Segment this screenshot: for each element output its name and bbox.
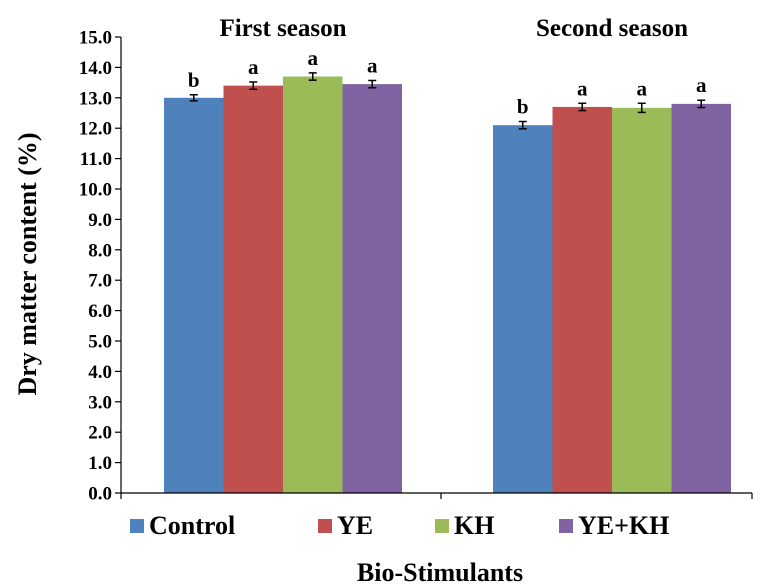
legend-label: KH [454, 511, 494, 540]
significance-letter: b [517, 95, 529, 119]
x-axis-title: Bio-Stimulants [357, 558, 523, 587]
error-bar [249, 81, 258, 91]
y-tick-label: 3.0 [88, 392, 112, 413]
significance-letter: b [188, 68, 200, 92]
legend-swatch [435, 519, 449, 533]
y-tick-label: 5.0 [88, 332, 112, 353]
bar-ye-1 [223, 85, 283, 493]
error-bar [697, 99, 706, 109]
legend-item: KH [435, 511, 494, 540]
y-tick-label: 2.0 [88, 423, 112, 444]
significance-letter: a [308, 46, 319, 70]
legend-label: YE+KH [578, 511, 669, 540]
bar-kh-2 [612, 107, 672, 493]
bar-ye-kh-2 [671, 103, 731, 493]
bar-ye-kh-1 [342, 84, 402, 494]
y-tick-label: 10.0 [79, 180, 112, 201]
bars-layer [164, 76, 731, 494]
y-tick-label: 0.0 [88, 484, 112, 505]
y-tick-label: 7.0 [88, 271, 112, 292]
legend-swatch [559, 519, 573, 533]
error-bar [578, 102, 587, 112]
y-tick-label: 9.0 [88, 210, 112, 231]
group-title: First season [219, 15, 346, 42]
legend-item: YE+KH [559, 511, 669, 540]
significance-letters-layer: b a a a b a a a [188, 46, 707, 119]
error-bar [368, 79, 377, 89]
significance-letter: a [248, 55, 259, 79]
y-tick-label: 1.0 [88, 453, 112, 474]
error-bar [189, 94, 198, 102]
y-axis-title: Dry matter content (%) [13, 132, 42, 395]
y-tick-label: 4.0 [88, 362, 112, 383]
significance-letter: a [577, 76, 588, 100]
error-bar [308, 72, 317, 81]
y-tick-label: 12.0 [79, 119, 112, 140]
legend-swatch [318, 519, 332, 533]
group-title: Second season [536, 15, 688, 42]
y-tick-label: 8.0 [88, 240, 112, 261]
error-bars-layer [189, 72, 706, 130]
error-bar [637, 102, 646, 114]
legend-label: Control [149, 511, 235, 540]
bar-control-2 [493, 125, 553, 493]
significance-letter: a [637, 76, 648, 100]
y-tick-label: 13.0 [79, 88, 112, 109]
bar-kh-1 [283, 76, 343, 494]
legend-item: YE [318, 511, 373, 540]
legend-swatch [130, 519, 144, 533]
y-tick-label: 11.0 [80, 149, 112, 170]
y-tick-label: 14.0 [79, 58, 112, 79]
legend-label: YE [337, 511, 373, 540]
axes-layer: 0.0 1.0 2.0 3.0 4.0 5.0 6.0 7.0 8.0 9.0 10.0 11.0 12… [79, 28, 753, 505]
error-bar [518, 120, 527, 130]
y-tick-label: 15.0 [79, 28, 112, 49]
bar-control-1 [164, 97, 224, 494]
group-titles-layer: First season Second season [219, 15, 688, 42]
significance-letter: a [367, 53, 378, 77]
bar-ye-2 [552, 106, 612, 494]
legend-item: Control [130, 511, 235, 540]
y-tick-label: 6.0 [88, 301, 112, 322]
legend: Control YE KH YE+KH [130, 511, 669, 540]
significance-letter: a [696, 73, 707, 97]
